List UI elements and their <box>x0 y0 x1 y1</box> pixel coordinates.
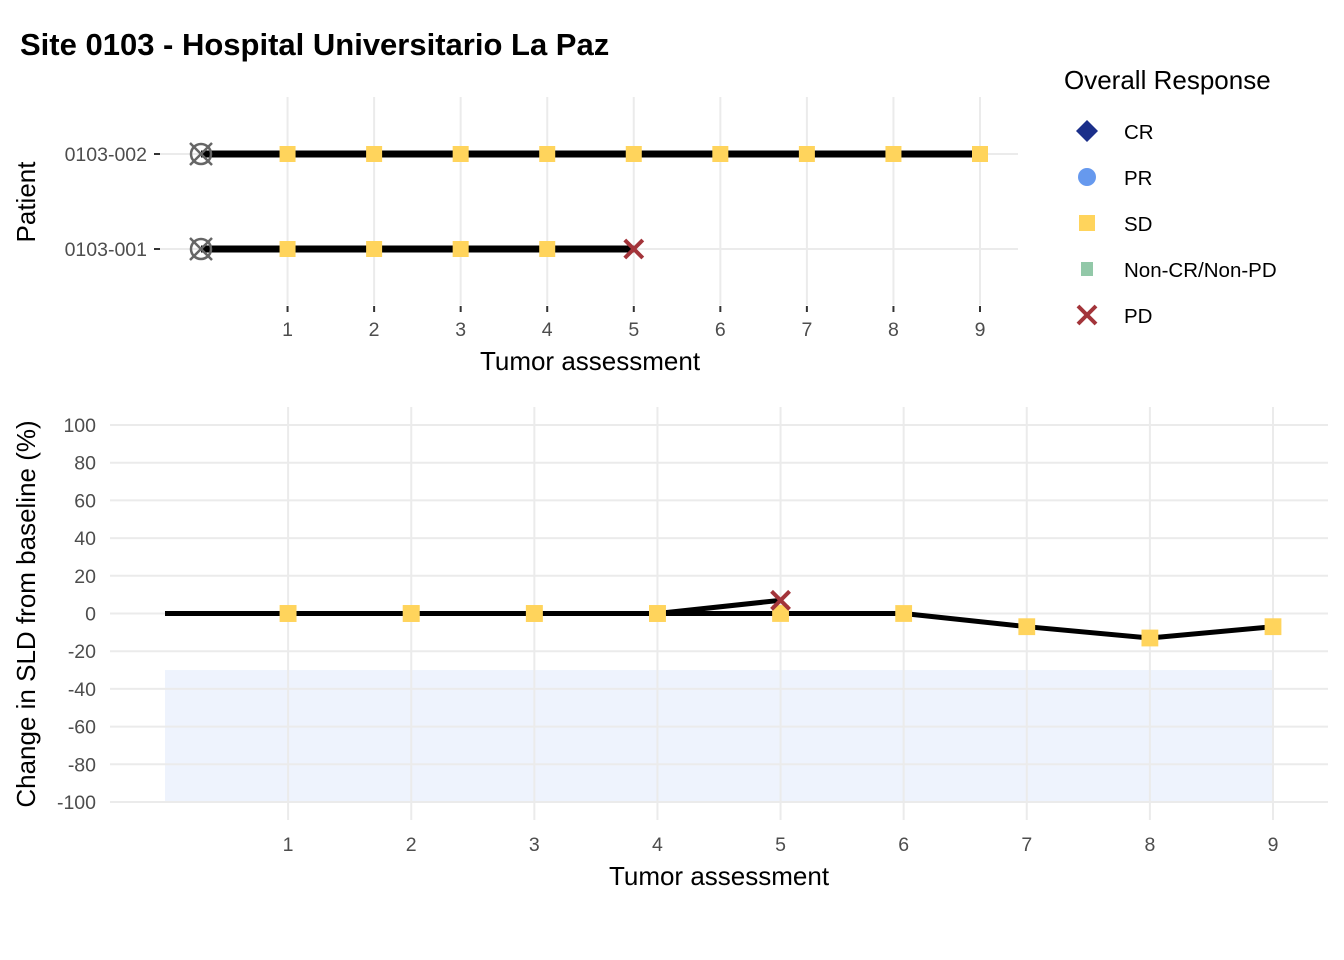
legend-item: SD <box>1079 213 1152 236</box>
legend-item: CR <box>1076 120 1154 144</box>
x-tick-label: 6 <box>898 834 909 856</box>
legend-key <box>1081 262 1093 276</box>
sld-markers <box>279 589 1282 647</box>
x-tick-label: 4 <box>652 834 663 856</box>
response-marker <box>279 146 296 162</box>
data-point <box>649 605 666 622</box>
response-marker <box>539 241 556 257</box>
x-tick-label: 5 <box>775 834 786 856</box>
swimmer-y-axis-title: Patient <box>11 161 41 243</box>
data-point <box>1264 618 1282 636</box>
legend-key <box>1076 304 1098 326</box>
swimmer-axes: 0103-002 0103-001 1 2 3 4 5 6 7 8 9 <box>65 144 986 341</box>
response-marker <box>798 146 815 162</box>
sld-change-panel: 100 80 60 40 20 0 -20 -40 -60 -80 -100 1 2 3 4 5 6 7 8 9 Tu… <box>11 407 1328 891</box>
legend-key <box>1079 215 1095 231</box>
swimmer-markers <box>189 142 988 261</box>
data-point <box>1141 629 1159 647</box>
response-marker <box>452 241 469 257</box>
x-tick-label: 8 <box>1144 834 1155 856</box>
response-marker <box>366 146 383 162</box>
x-tick-label: 9 <box>975 319 986 341</box>
x-tick-label: 9 <box>1268 834 1279 856</box>
y-tick-label: -60 <box>68 717 96 739</box>
legend-key <box>1078 168 1096 186</box>
response-marker <box>539 146 556 162</box>
x-tick-label: 7 <box>1021 834 1032 856</box>
chart-title: Site 0103 - Hospital Universitario La Pa… <box>20 27 609 62</box>
y-tick-label: 80 <box>74 453 96 475</box>
y-tick-label: -100 <box>57 792 96 814</box>
response-marker <box>625 146 642 162</box>
legend-label: SD <box>1124 213 1152 236</box>
patient-tick-label: 0103-002 <box>65 144 147 166</box>
x-tick-label: 8 <box>888 319 899 341</box>
swimmer-x-axis-title: Tumor assessment <box>480 346 701 376</box>
legend-item: PR <box>1078 167 1152 190</box>
y-tick-label: 0 <box>85 604 96 626</box>
sld-grid <box>110 407 1328 820</box>
x-tick-label: 1 <box>282 319 293 341</box>
data-point <box>525 605 543 622</box>
legend-title: Overall Response <box>1064 65 1271 95</box>
legend-label: Non-CR/Non-PD <box>1124 259 1277 282</box>
baseline-marker <box>189 237 213 261</box>
series-line <box>165 611 1274 641</box>
x-tick-label: 7 <box>801 319 812 341</box>
x-tick-label: 3 <box>455 319 466 341</box>
legend-label: CR <box>1124 121 1154 144</box>
data-point <box>770 589 791 611</box>
sld-x-axis-title: Tumor assessment <box>609 861 830 891</box>
legend-label: PD <box>1124 305 1152 328</box>
y-tick-label: 100 <box>63 415 96 437</box>
y-tick-label: -20 <box>68 641 96 663</box>
data-point <box>895 605 913 622</box>
response-marker <box>623 238 645 260</box>
data-point <box>1018 618 1036 636</box>
x-tick-label: 4 <box>542 319 553 341</box>
response-marker <box>452 146 469 162</box>
data-point <box>772 605 789 622</box>
x-tick-label: 3 <box>529 834 540 856</box>
x-tick-label: 2 <box>406 834 417 856</box>
response-band <box>165 670 1273 802</box>
response-marker <box>972 146 988 162</box>
x-tick-label: 2 <box>369 319 380 341</box>
patient-tick-label: 0103-001 <box>65 239 147 261</box>
x-tick-label: 5 <box>628 319 639 341</box>
response-marker <box>712 146 729 162</box>
legend-item: Non-CR/Non-PD <box>1081 259 1277 282</box>
legend-item: PD <box>1076 304 1152 328</box>
response-marker <box>366 241 383 257</box>
x-tick-label: 1 <box>283 834 294 856</box>
y-tick-label: -80 <box>68 754 96 776</box>
y-tick-label: 20 <box>74 566 96 588</box>
swimmer-bars <box>201 150 980 253</box>
data-point <box>402 605 420 622</box>
y-tick-label: -40 <box>68 679 96 701</box>
legend: Overall Response CR PR SD Non-CR/Non-PD PD <box>1064 65 1277 328</box>
x-tick-label: 6 <box>715 319 726 341</box>
baseline-marker <box>189 142 213 166</box>
y-tick-label: 40 <box>74 528 96 550</box>
response-marker <box>885 146 902 162</box>
legend-key <box>1076 120 1098 142</box>
response-marker <box>279 241 296 257</box>
swimmer-grid <box>160 97 1018 305</box>
sld-axes: 100 80 60 40 20 0 -20 -40 -60 -80 -100 1 2 3 4 5 6 7 8 9 <box>57 415 1278 856</box>
data-point <box>279 605 297 622</box>
legend-label: PR <box>1124 167 1152 190</box>
y-tick-label: 60 <box>74 490 96 512</box>
legend-items: CR PR SD Non-CR/Non-PD PD <box>1076 120 1277 328</box>
sld-series-lines <box>165 597 1274 641</box>
swimmer-panel: 0103-002 0103-001 1 2 3 4 5 6 7 8 9 Tumor assessme… <box>11 97 1018 376</box>
sld-y-axis-title: Change in SLD from baseline (%) <box>11 420 41 807</box>
